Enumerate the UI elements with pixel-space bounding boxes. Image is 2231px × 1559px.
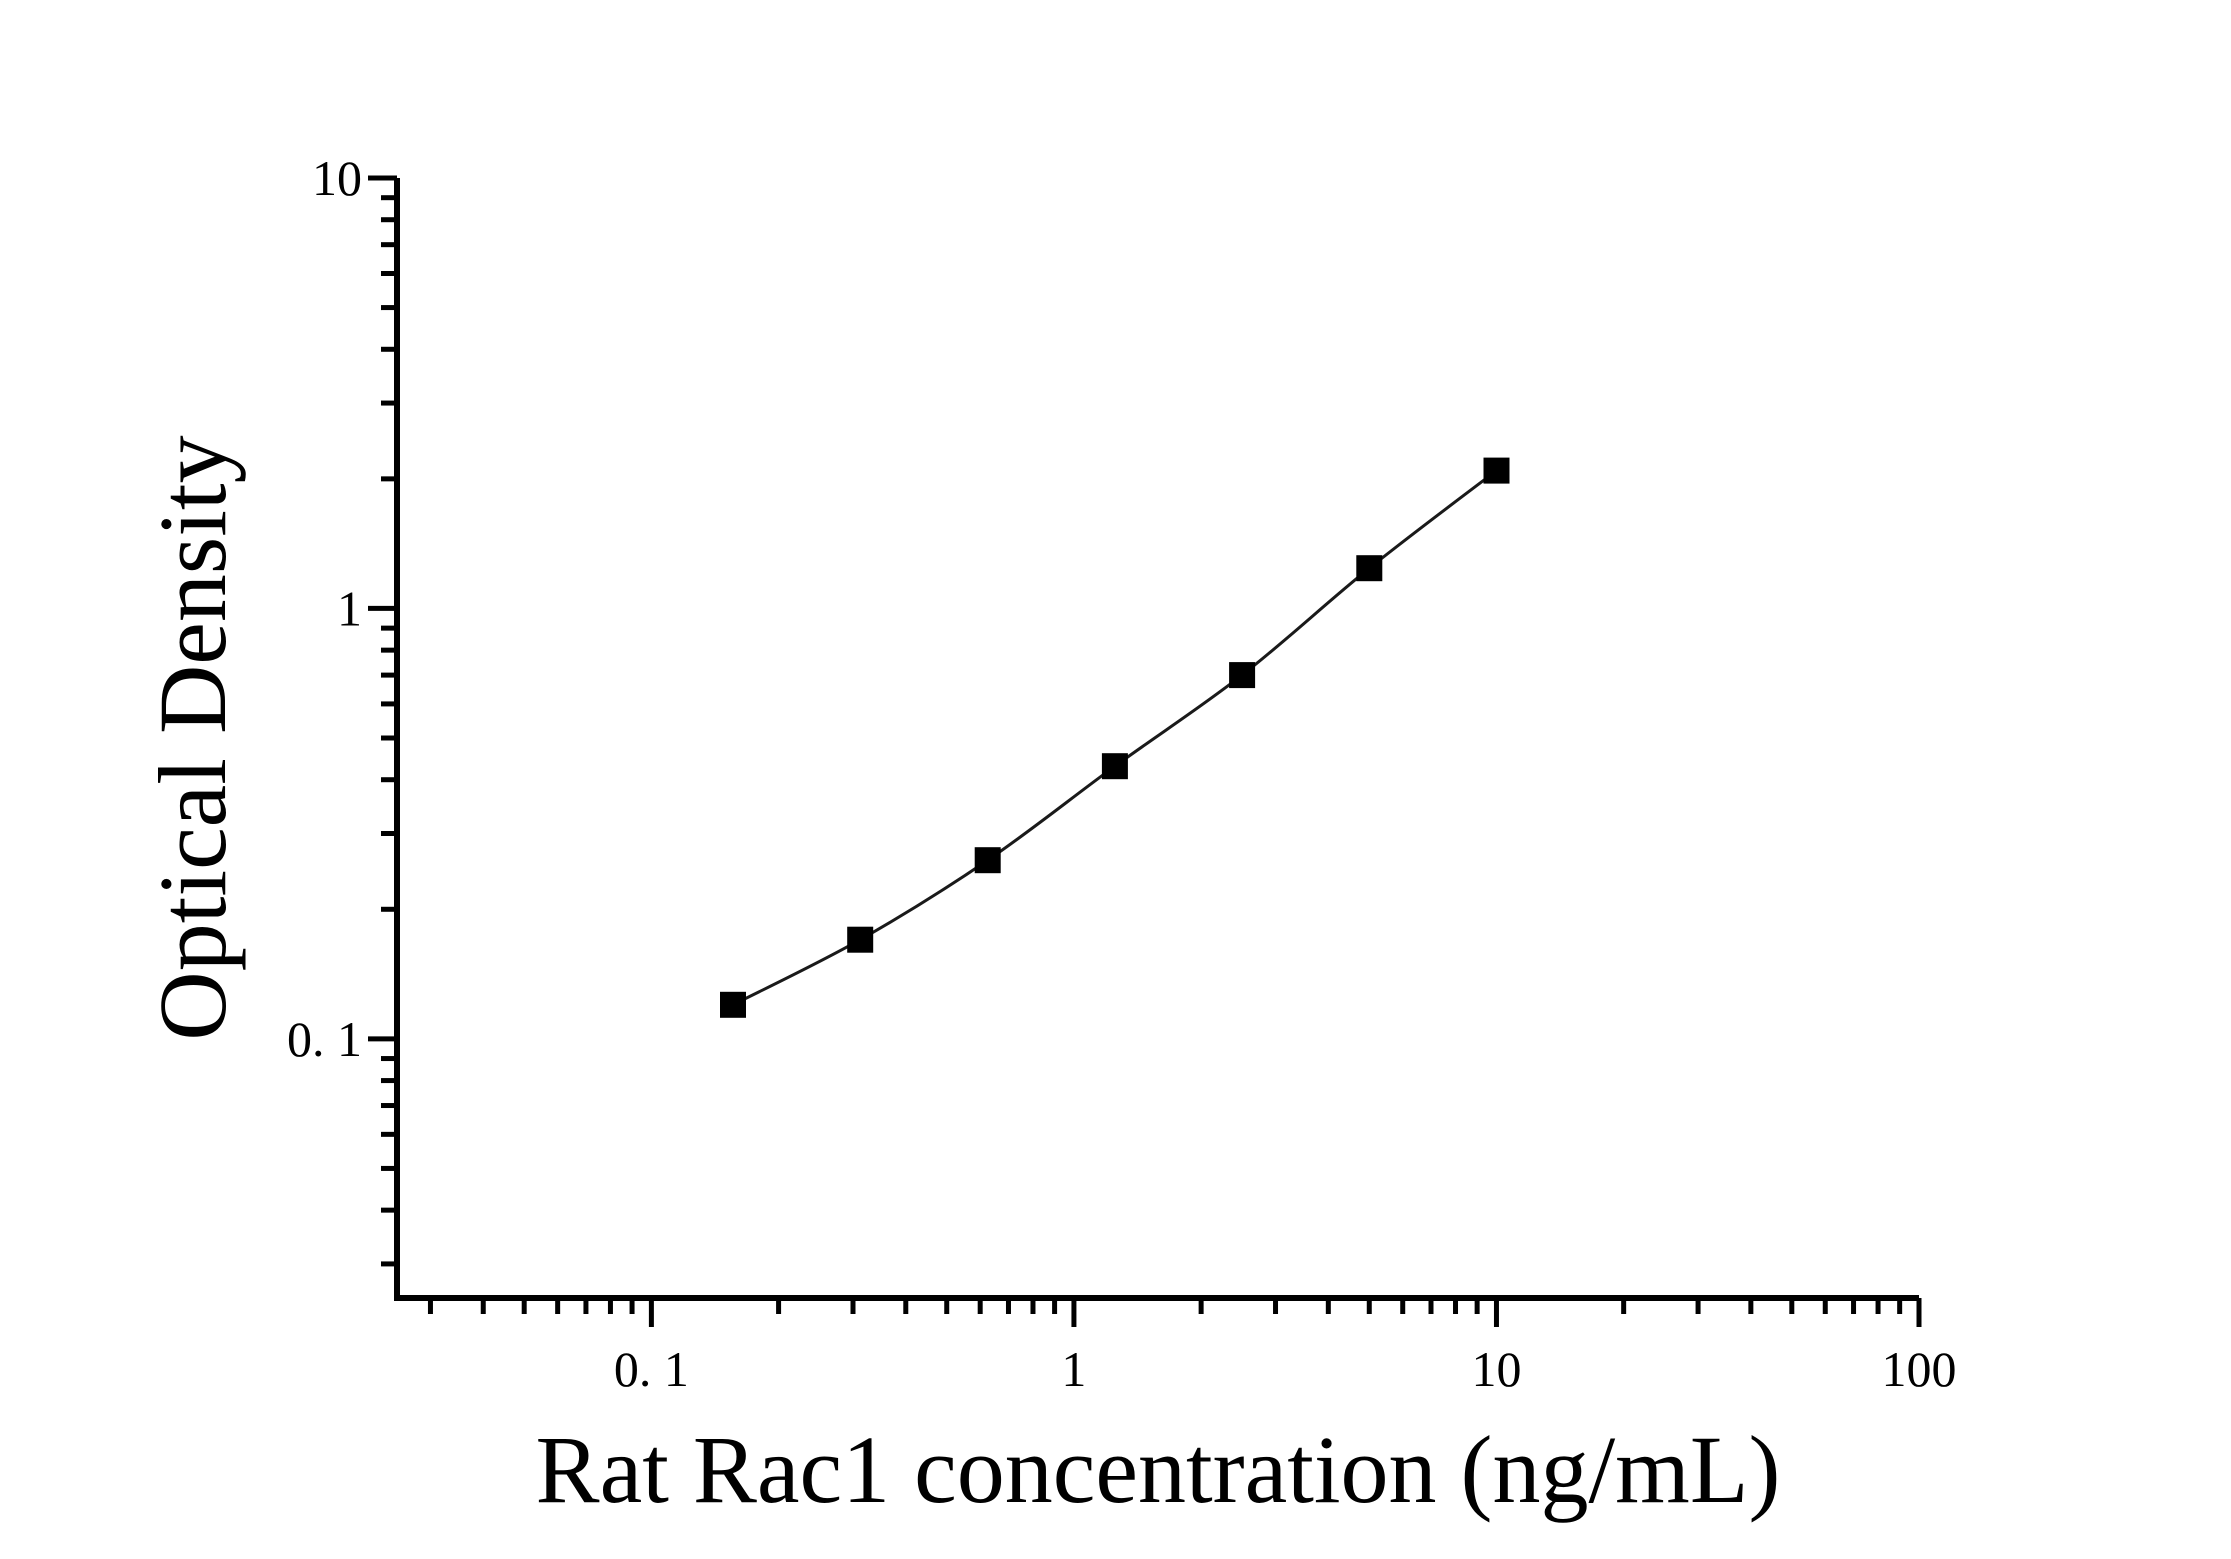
axes-layer bbox=[394, 178, 1919, 1301]
data-point-marker bbox=[1101, 753, 1128, 780]
axis-frame bbox=[394, 178, 1919, 1301]
data-point-marker bbox=[974, 847, 1001, 874]
y-axis-title: Optical Density bbox=[139, 435, 246, 1040]
y-tick-label: 10 bbox=[312, 150, 362, 206]
x-tick-label: 0. 1 bbox=[614, 1341, 689, 1397]
series-layer bbox=[720, 457, 1510, 1018]
x-tick-label: 10 bbox=[1471, 1341, 1521, 1397]
x-axis-title: Rat Rac1 concentration (ng/mL) bbox=[536, 1416, 1781, 1523]
x-tick-label: 100 bbox=[1882, 1341, 1957, 1397]
ticks-layer: 0. 1 1 10 100 0. 1 1 10 bbox=[287, 150, 1957, 1397]
y-tick-label: 1 bbox=[337, 580, 362, 636]
data-point-marker bbox=[1483, 457, 1510, 484]
y-tick-label: 0. 1 bbox=[287, 1011, 362, 1067]
data-point-marker bbox=[720, 991, 746, 1018]
data-point-marker bbox=[1229, 662, 1256, 689]
data-point-marker bbox=[1356, 555, 1383, 582]
x-tick-label: 1 bbox=[1061, 1341, 1086, 1397]
data-point-marker bbox=[847, 926, 874, 953]
standard-curve-line bbox=[732, 469, 1498, 1007]
